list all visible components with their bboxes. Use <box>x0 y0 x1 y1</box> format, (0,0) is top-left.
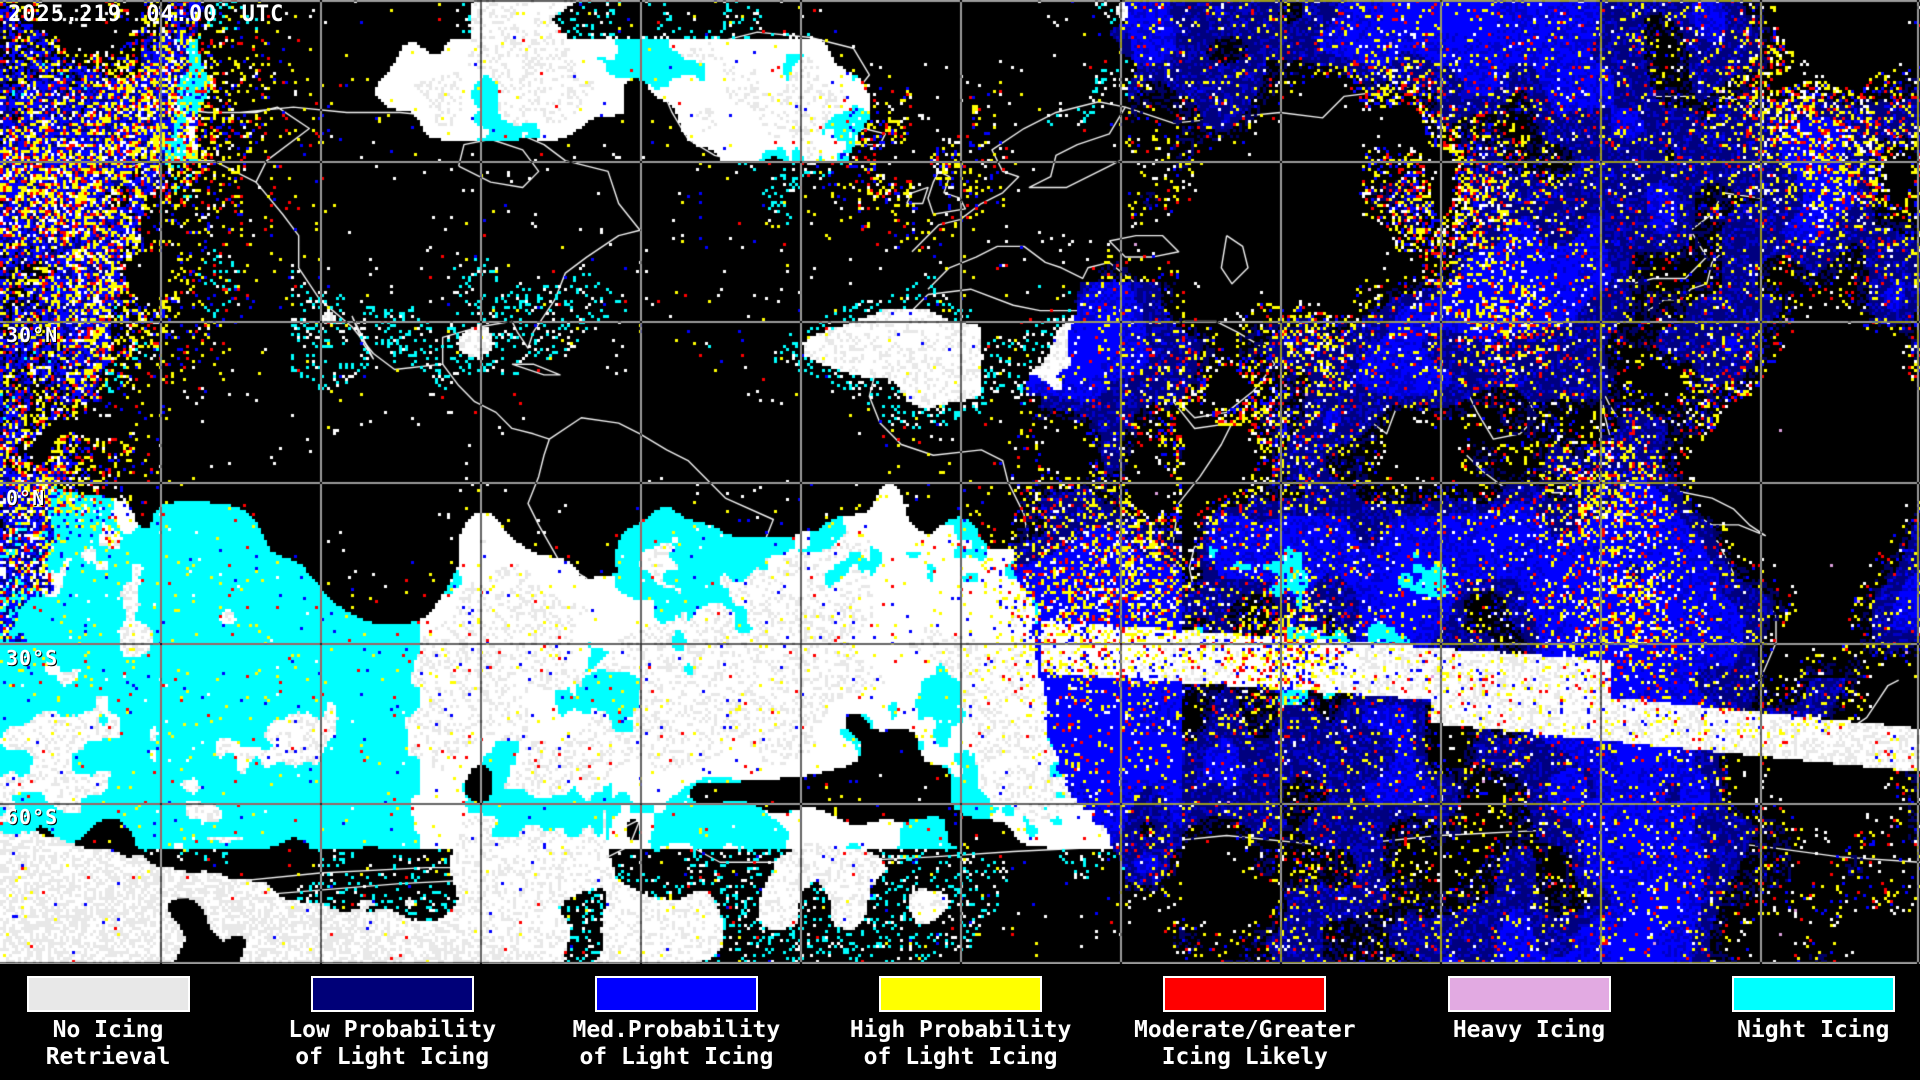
legend-swatch-no-icing <box>26 976 190 1012</box>
legend-label-line1: Med.Probability <box>572 1017 781 1043</box>
legend-label-line1: Heavy Icing <box>1452 1017 1606 1043</box>
latitude-label: 30°N <box>6 323 59 347</box>
latitude-label: 0°N <box>6 486 46 510</box>
legend-swatch-night <box>1731 976 1895 1012</box>
legend-swatch-heavy <box>1447 976 1611 1012</box>
legend-label-line2: Retrieval <box>45 1044 171 1070</box>
legend-label-line1: No Icing <box>52 1017 164 1043</box>
legend-label-line1: Night Icing <box>1737 1017 1890 1043</box>
legend-swatch-med-prob <box>594 976 758 1012</box>
legend-label-line1: Moderate/Greater <box>1134 1017 1356 1043</box>
legend-swatch-high-prob <box>879 976 1043 1012</box>
legend-label-line2: Icing Likely <box>1161 1044 1328 1070</box>
legend-bar: No Icing Retrieval Low Probability of Light… <box>0 964 1920 1080</box>
legend-item-no-icing: No Icing Retrieval <box>0 964 252 1071</box>
global-icing-map-canvas <box>0 0 1920 964</box>
legend-item-moderate: Moderate/Greater Icing Likely <box>1101 964 1389 1071</box>
latitude-label: 30°S <box>6 646 59 670</box>
legend-label-line2: of Light Icing <box>863 1044 1058 1070</box>
legend-item-heavy: Heavy Icing <box>1385 964 1673 1044</box>
legend-item-night: Night Icing <box>1669 964 1920 1044</box>
legend-label-line2: of Light Icing <box>295 1044 490 1070</box>
legend-label-line1: High Probability <box>849 1017 1072 1043</box>
latitude-label: 60°S <box>6 805 59 829</box>
legend-label-line2: of Light Icing <box>579 1044 774 1070</box>
legend-label-line1: Low Probability <box>288 1017 497 1043</box>
legend-swatch-moderate <box>1163 976 1327 1012</box>
legend-swatch-low-prob <box>310 976 474 1012</box>
legend-item-med-prob: Med.Probability of Light Icing <box>532 964 820 1071</box>
timestamp: 2025.219 04:00 UTC <box>8 2 285 27</box>
legend-item-low-prob: Low Probability of Light Icing <box>248 964 536 1071</box>
legend-item-high-prob: High Probability of Light Icing <box>817 964 1105 1071</box>
